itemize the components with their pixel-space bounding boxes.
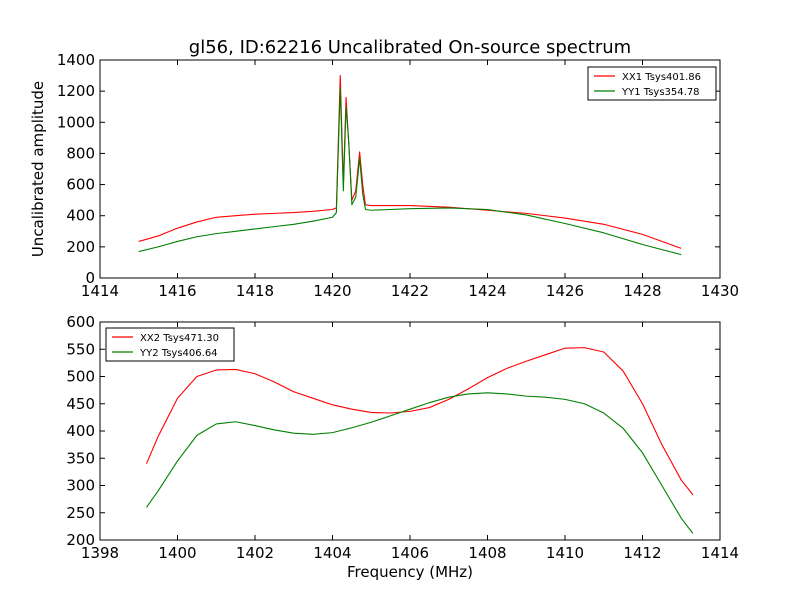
bottom-y-tick-label: 550 <box>66 340 95 358</box>
top-y-tick-label: 800 <box>66 144 95 162</box>
bottom-x-tick-label: 1414 <box>701 544 739 562</box>
top-x-tick-label: 1420 <box>313 282 351 300</box>
bottom-y-tick-label: 200 <box>66 531 95 549</box>
top-x-tick-label: 1430 <box>701 282 739 300</box>
bottom-x-tick-label: 1408 <box>468 544 506 562</box>
top-y-tick-label: 600 <box>66 176 95 194</box>
top-series-line-1 <box>138 75 682 249</box>
top-legend-box <box>587 66 717 101</box>
bottom-x-tick-label: 1410 <box>546 544 584 562</box>
bottom-y-tick-label: 350 <box>66 449 95 467</box>
top-y-tick-label: 1200 <box>57 82 95 100</box>
top-y-tick-label: 400 <box>66 207 95 225</box>
top-spectrum-panel: 1414 1416 1418 1420 1422 1424 1426 1428 1430 0 200… <box>29 51 739 300</box>
top-x-tick-label: 1414 <box>81 282 119 300</box>
bottom-y-tick-label: 500 <box>66 368 95 386</box>
chart-title: gl56, ID:62216 Uncalibrated On-source sp… <box>189 37 631 58</box>
top-y-tick-label: 1400 <box>57 51 95 69</box>
top-x-tick-label: 1428 <box>623 282 661 300</box>
top-y-tick-label: 200 <box>66 238 95 256</box>
top-x-tick-label: 1426 <box>546 282 584 300</box>
bottom-x-tick-label: 1400 <box>158 544 196 562</box>
top-y-axis-label: Uncalibrated amplitude <box>29 81 47 257</box>
bottom-x-tick-label: 1398 <box>81 544 119 562</box>
bottom-x-tick-label: 1402 <box>236 544 274 562</box>
top-legend-label-1: XX1 Tsys401.86 <box>622 72 701 83</box>
bottom-legend-label-1: XX2 Tsys471.30 <box>140 333 219 344</box>
bottom-series-line-2 <box>146 392 694 534</box>
top-legend-label-2: YY1 Tsys354.78 <box>621 87 700 98</box>
top-y-tick-label: 0 <box>85 269 95 287</box>
bottom-y-tick-label: 600 <box>66 313 95 331</box>
bottom-y-tick-label: 400 <box>66 422 95 440</box>
bottom-legend-box <box>105 327 235 362</box>
top-x-tick-label: 1418 <box>236 282 274 300</box>
top-series-line-2 <box>138 87 682 256</box>
top-x-tick-label: 1416 <box>158 282 196 300</box>
bottom-y-tick-label: 250 <box>66 504 95 522</box>
bottom-x-tick-label: 1404 <box>313 544 351 562</box>
bottom-x-tick-label: 1406 <box>391 544 429 562</box>
top-x-tick-label: 1424 <box>468 282 506 300</box>
top-x-tick-label: 1422 <box>391 282 429 300</box>
bottom-legend-label-2: YY2 Tsys406.64 <box>139 348 218 359</box>
bottom-y-tick-label: 300 <box>66 477 95 495</box>
bottom-y-tick-label: 450 <box>66 395 95 413</box>
bottom-series-line-1 <box>145 347 694 496</box>
bottom-spectrum-panel: 1398 1400 1402 1404 1406 1408 1410 1412 1414 200 2… <box>66 313 739 581</box>
bottom-x-axis-label: Frequency (MHz) <box>347 563 473 581</box>
top-y-tick-label: 1000 <box>57 113 95 131</box>
bottom-x-tick-label: 1412 <box>623 544 661 562</box>
